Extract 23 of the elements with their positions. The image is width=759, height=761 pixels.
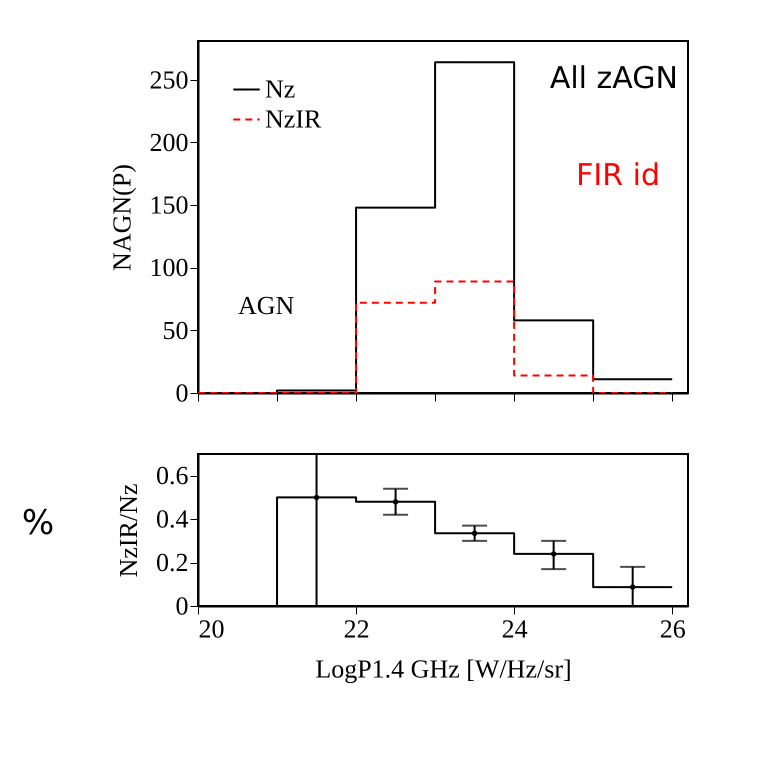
y-tick-label: 100 (150, 253, 188, 282)
text: % (22, 503, 54, 543)
annotation: FIR id (576, 158, 660, 193)
y-tick-label: 250 (150, 65, 188, 94)
x-tick-label: 22 (344, 614, 370, 644)
annotation: All zAGN (550, 61, 678, 96)
x-axis-title: LogP1.4 GHz [W/Hz/sr] (315, 654, 572, 684)
y-tick-label: 200 (150, 128, 188, 157)
legend-label: NzIR (265, 104, 322, 134)
y-tick-label: 0 (176, 378, 188, 408)
y-tick-label: 150 (150, 190, 188, 220)
y-tick-label: 0.2 (156, 548, 188, 578)
y-axis-title: NAGN(P) (108, 164, 136, 271)
legend-label: Nz (265, 74, 296, 104)
x-tick-label: 24 (502, 614, 528, 644)
y-tick-label: 50 (162, 316, 188, 345)
y-axis-title: NzIR/Nz (114, 484, 143, 578)
x-tick-label: 26 (660, 614, 686, 644)
x-tick-label: 20 (198, 614, 224, 644)
annotation: AGN (238, 291, 295, 320)
y-tick-label: 0 (176, 592, 188, 620)
y-tick-label: 0.6 (156, 461, 188, 490)
y-tick-label: 0.4 (156, 504, 188, 534)
